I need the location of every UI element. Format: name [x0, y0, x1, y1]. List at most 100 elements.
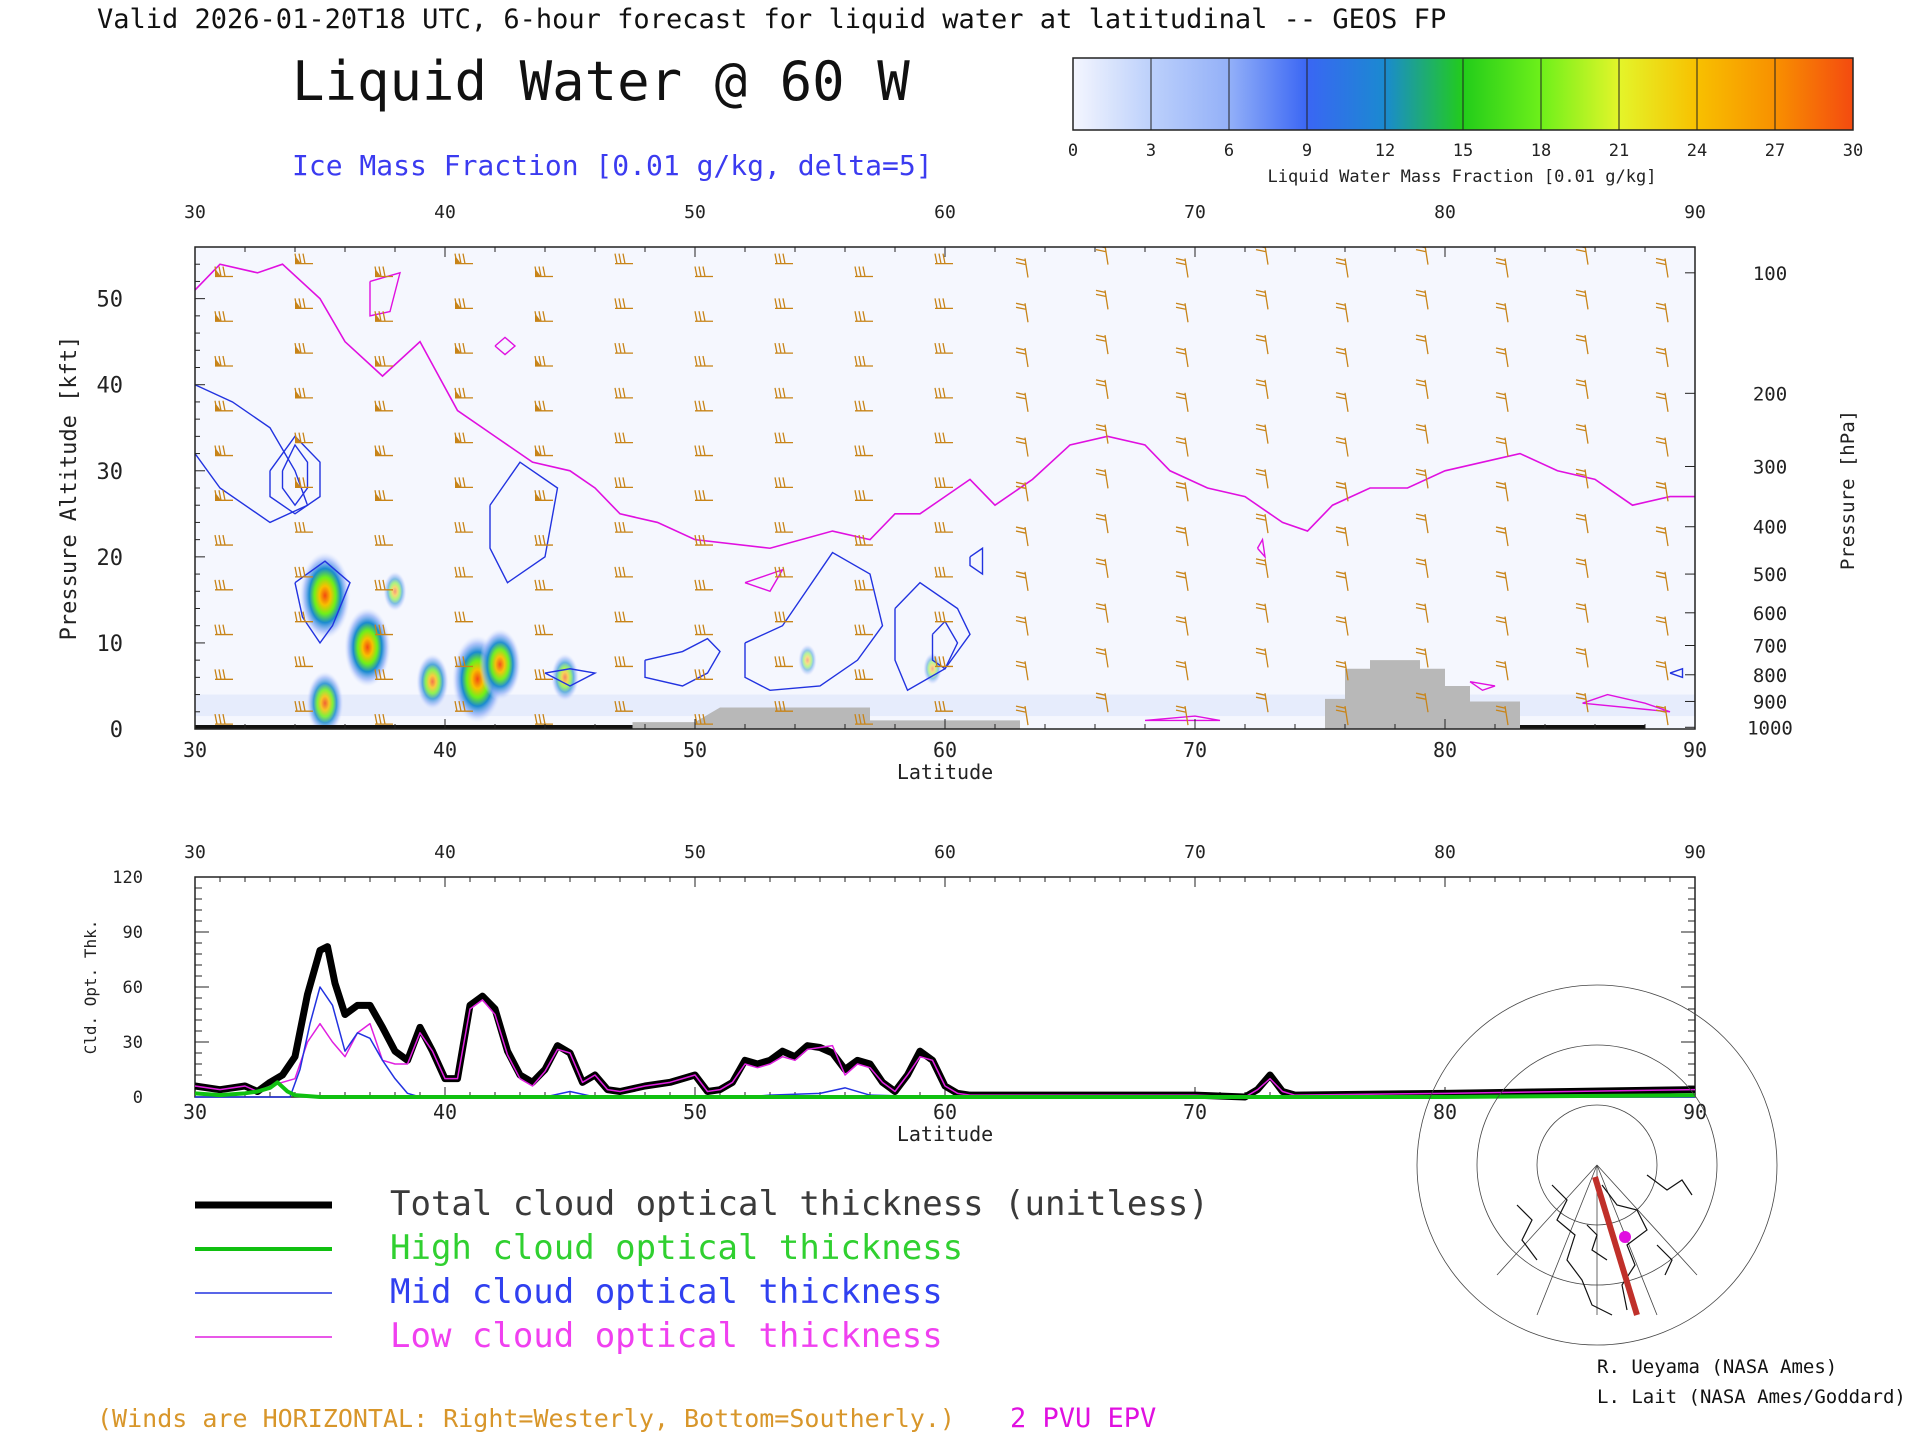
barb-flag [1335, 485, 1346, 489]
barb-flag [462, 342, 466, 354]
wind-barb [1175, 481, 1189, 502]
wind-barb [934, 701, 953, 712]
barb-flag [1175, 257, 1186, 262]
barb-flag [458, 656, 462, 667]
barb-flag [618, 298, 622, 309]
subtitle: Ice Mass Fraction [0.01 g/kg, delta=5] [292, 149, 933, 182]
barb-flag [854, 266, 858, 277]
barb-flag [938, 566, 942, 578]
wind-barb [694, 355, 713, 367]
y-tick-label: 40 [97, 374, 124, 399]
colorbar-segment [1697, 58, 1776, 130]
barb-flag [1015, 302, 1026, 306]
barb-shaft [1184, 347, 1189, 368]
barb-shaft [1344, 258, 1349, 278]
barb-flag [1575, 696, 1586, 700]
wind-barb [454, 477, 473, 489]
wind-barb [1175, 660, 1189, 681]
wind-barb [294, 611, 313, 623]
barb-flag [1335, 709, 1346, 713]
barb-flag [1415, 379, 1426, 383]
colorbar-segment [1619, 58, 1698, 130]
barb-flag [702, 713, 706, 725]
colorbar-tick-label: 27 [1765, 141, 1785, 161]
barb-flag [782, 522, 786, 533]
wind-barb [1335, 392, 1349, 412]
barb-flag [774, 701, 778, 712]
x-tick-label: 30 [183, 738, 207, 762]
wind-barb [214, 355, 233, 367]
barb-shaft [1264, 693, 1269, 713]
y2-tick-label: 900 [1753, 691, 1787, 713]
wind-barb [1495, 257, 1509, 278]
barb-flag [702, 579, 706, 590]
barb-flag [1015, 392, 1026, 396]
colorbar-segment [1073, 58, 1152, 130]
barb-flag [614, 701, 618, 712]
barb-flag [858, 669, 862, 680]
barb-flag [294, 701, 298, 712]
barb-flag [382, 355, 386, 367]
x-top-tick-label: 40 [434, 202, 456, 223]
barb-flag [1175, 575, 1186, 579]
legend-label: Mid cloud optical thickness [390, 1272, 943, 1312]
barb-flag [1415, 692, 1426, 696]
barb-flag [298, 298, 302, 309]
barb-flag [222, 400, 226, 411]
x-tick-label: 90 [1683, 738, 1707, 762]
wind-barb [1655, 302, 1669, 323]
barb-flag [938, 522, 942, 533]
barb-flag [1335, 481, 1346, 485]
barb-flag [938, 387, 942, 399]
barb-shaft [1424, 469, 1429, 489]
wind-barb [1015, 481, 1029, 502]
wind-barb [614, 342, 633, 354]
winds-note: (Winds are HORIZONTAL: Right=Westerly, B… [97, 1404, 955, 1433]
barb-flag [302, 298, 306, 309]
barb-flag [298, 701, 302, 712]
ice-contour [894, 581, 971, 692]
wind-barb [1655, 615, 1669, 636]
wind-barb [934, 656, 953, 668]
barb-flag [934, 432, 938, 443]
wind-barb [1335, 615, 1349, 636]
barb-flag [942, 477, 946, 488]
barb-flag [782, 566, 786, 578]
barb-flag [458, 701, 462, 712]
barb-shaft [1504, 705, 1509, 726]
barb-flag [458, 253, 462, 264]
barb-flag [462, 298, 466, 309]
barb-flag [1255, 603, 1266, 607]
barb-flag [1255, 647, 1266, 652]
x-top-tick-label: 60 [934, 202, 956, 223]
barb-flag [1095, 692, 1106, 696]
wind-barb [774, 432, 793, 444]
barb-flag [382, 490, 386, 501]
wind-barb [1415, 468, 1429, 489]
barb-flag [1655, 705, 1666, 709]
wind-barb [1415, 558, 1429, 579]
barb-flag [218, 490, 222, 501]
ice-contour [489, 461, 559, 584]
wind-barb [1255, 603, 1269, 623]
wind-barb [1495, 571, 1509, 591]
location-map-inset [1416, 984, 1778, 1346]
wind-barb [1175, 615, 1189, 636]
barb-pennant [535, 402, 541, 411]
barb-flag [1495, 436, 1506, 441]
barb-flag [1175, 351, 1186, 355]
wind-barb [1175, 571, 1189, 591]
y-tick-label: 10 [97, 632, 124, 657]
barb-pennant [535, 492, 541, 501]
barb-shaft [1104, 247, 1109, 265]
wind-barb [774, 701, 793, 712]
barb-flag [534, 579, 538, 590]
barb-flag [218, 713, 222, 725]
barb-pennant [215, 402, 221, 411]
barb-flag [222, 624, 226, 635]
wind-barb [1095, 424, 1109, 444]
barb-flag [698, 266, 702, 277]
barb-flag [222, 713, 226, 725]
barb-flag [1255, 334, 1266, 338]
legend: Total cloud optical thickness (unitless)… [195, 1184, 1209, 1356]
